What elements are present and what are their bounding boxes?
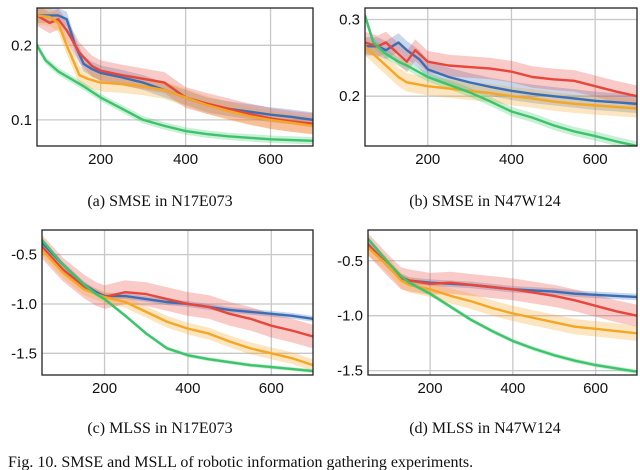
x-tick-label: 400 xyxy=(173,151,198,168)
series-line-green xyxy=(42,238,313,373)
series-line-green xyxy=(37,44,313,142)
x-tick-label: 400 xyxy=(500,380,525,397)
y-tick-label: 0.2 xyxy=(11,37,32,54)
x-tick-label: 200 xyxy=(418,380,443,397)
band-blue xyxy=(368,240,637,301)
band-red xyxy=(42,234,313,349)
band-blue xyxy=(42,239,313,322)
x-tick-label: 600 xyxy=(583,151,608,168)
caption-b: (b) SMSE in N47W124 xyxy=(409,193,561,210)
panel-d-mlss-n47w124: 200 400 600 -0.5 -1.0 -1.5 xyxy=(337,229,638,397)
caption-c: (c) MLSS in N17E073 xyxy=(87,420,232,437)
caption-d: (d) MLSS in N47W124 xyxy=(409,420,561,437)
axes-frame xyxy=(41,229,314,376)
y-tick-label: -1.0 xyxy=(11,296,37,313)
series-line-red xyxy=(365,41,637,98)
series-line-orange xyxy=(365,45,637,110)
y-tick-label: -0.5 xyxy=(11,247,37,264)
y-tick-label: -1.5 xyxy=(11,345,37,362)
band-blue xyxy=(365,33,637,114)
caption-a: (a) SMSE in N17E073 xyxy=(87,193,232,210)
panel-b-smse-n47w124: 200 400 600 0.2 0.3 xyxy=(339,7,638,168)
series-line-orange xyxy=(42,248,313,367)
series-line-orange xyxy=(37,14,313,128)
band-red xyxy=(368,233,637,327)
series-line-green xyxy=(365,14,637,146)
band-orange xyxy=(42,243,313,372)
figure-caption: Fig. 10. SMSE and MSLL of robotic inform… xyxy=(8,454,473,470)
axes-frame xyxy=(36,7,314,147)
axes-frame xyxy=(364,7,638,147)
y-tick-label: -0.5 xyxy=(337,253,363,270)
y-tick-label: 0.3 xyxy=(339,12,360,29)
x-tick-label: 200 xyxy=(415,151,440,168)
series-line-green xyxy=(368,237,637,373)
y-tick-label: 0.1 xyxy=(11,112,32,129)
series-line-orange xyxy=(368,246,637,335)
x-tick-label: 200 xyxy=(92,380,117,397)
panel-a-smse-n17e073: 200 400 600 0.1 0.2 xyxy=(11,7,314,168)
y-tick-label: -1.0 xyxy=(337,308,363,325)
x-tick-label: 600 xyxy=(583,380,608,397)
x-tick-label: 200 xyxy=(88,151,113,168)
x-tick-label: 400 xyxy=(499,151,524,168)
series-line-blue xyxy=(37,14,313,122)
y-tick-label: 0.2 xyxy=(339,88,360,105)
x-tick-label: 600 xyxy=(258,151,283,168)
panel-c-mlss-n17e073: 200 400 600 -0.5 -1.0 -1.5 xyxy=(11,229,314,397)
x-tick-label: 400 xyxy=(175,380,200,397)
band-red xyxy=(37,8,313,135)
series-line-blue xyxy=(365,41,637,106)
y-tick-label: -1.5 xyxy=(337,363,363,380)
axes-frame xyxy=(367,229,638,376)
x-tick-label: 600 xyxy=(259,380,284,397)
series-line-red xyxy=(37,14,313,125)
